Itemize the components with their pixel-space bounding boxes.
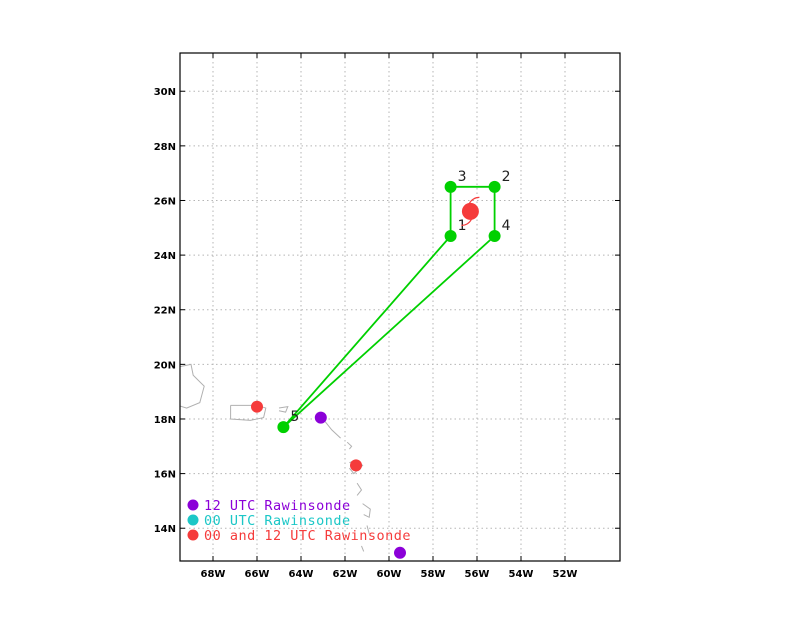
coastline (278, 406, 289, 413)
lat-lon-grid (180, 53, 620, 561)
x-tick-label: 60W (377, 569, 402, 580)
y-tick-label: 24N (154, 251, 176, 262)
coastline (180, 363, 205, 409)
x-tick-label: 58W (421, 569, 446, 580)
track-point-4 (488, 229, 501, 242)
coastline (324, 421, 341, 439)
y-tick-label: 16N (154, 470, 176, 481)
x-tick-label: 52W (553, 569, 578, 580)
legend-marker-twelve-utc (187, 499, 199, 511)
track-point-label: 3 (458, 169, 467, 185)
track-point-label: 2 (502, 169, 511, 185)
rawinsonde-markers (251, 400, 406, 559)
coastline (346, 441, 353, 450)
y-tick-label: 28N (154, 142, 176, 153)
x-tick-label: 56W (465, 569, 490, 580)
x-tick-label: 66W (245, 569, 270, 580)
storm-center (461, 196, 480, 227)
legend-label: 00 UTC Rawinsonde (204, 513, 351, 529)
track-line (282, 185, 496, 428)
coastline (361, 545, 365, 552)
track-point-2 (488, 180, 501, 193)
y-tick-label: 14N (154, 524, 176, 535)
coastline-outlines (180, 363, 371, 552)
track-point-3 (444, 180, 457, 193)
rawinsonde-both-utc (350, 459, 362, 472)
y-tick-label: 20N (154, 360, 176, 371)
coastline (366, 525, 370, 534)
y-tick-label: 26N (154, 196, 176, 207)
legend-marker-both-utc (187, 529, 199, 541)
legend-label: 00 and 12 UTC Rawinsonde (204, 528, 411, 544)
y-tick-label: 22N (154, 306, 176, 317)
map-frame (179, 52, 621, 562)
track-point-1 (444, 229, 457, 242)
rawinsonde-twelve-utc (314, 411, 327, 424)
x-tick-label: 54W (509, 569, 534, 580)
y-tick-label: 30N (154, 87, 176, 98)
coastline (356, 482, 363, 496)
x-tick-label: 64W (289, 569, 314, 580)
legend-label: 12 UTC Rawinsonde (204, 498, 351, 514)
y-tick-label: 18N (154, 415, 176, 426)
hurricane-symbol-icon (461, 202, 479, 220)
legend-marker-zero-utc (187, 514, 199, 526)
coastline (362, 503, 371, 519)
rawinsonde-both-utc (251, 400, 263, 413)
track-point-label: 4 (502, 218, 511, 234)
x-tick-label: 62W (333, 569, 358, 580)
track-point-label: 5 (290, 409, 299, 425)
axis-ticks: 68W 66W 64W 62W 60W 58W 56W 54W 52W 14N 16N 18N 20N 2… (154, 53, 620, 580)
x-tick-label: 68W (201, 569, 226, 580)
track-point-5 (277, 421, 290, 434)
rawinsonde-twelve-utc (394, 546, 406, 559)
